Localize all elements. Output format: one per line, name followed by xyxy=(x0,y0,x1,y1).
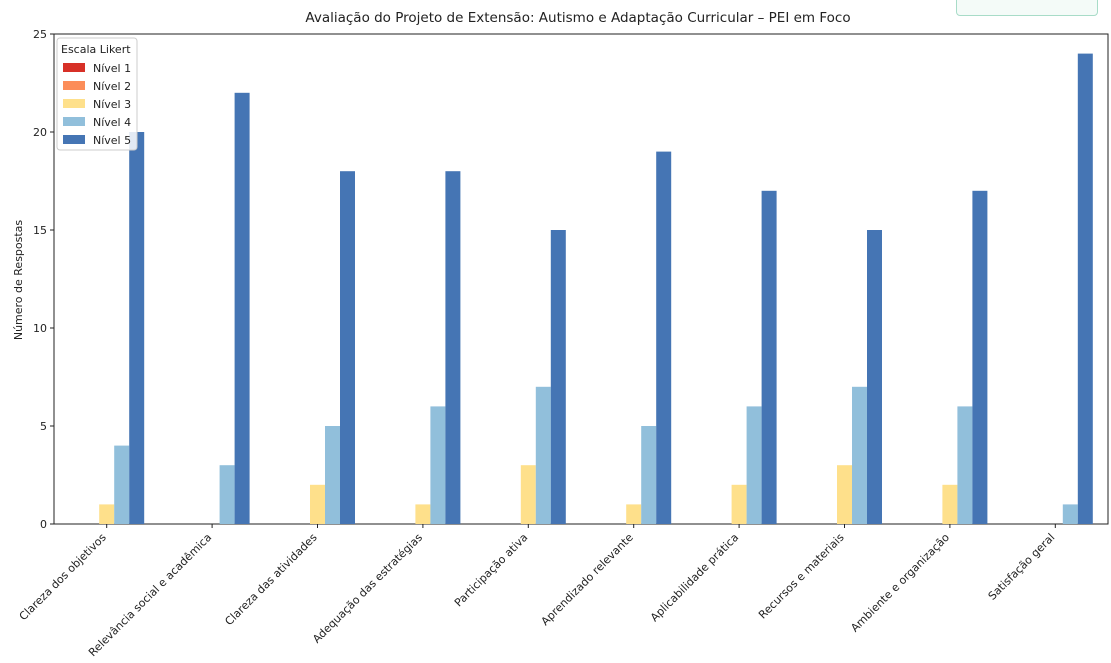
bar-nivel-5 xyxy=(234,92,250,525)
bar-nivel-5 xyxy=(1077,53,1093,524)
legend-swatch xyxy=(63,99,85,108)
legend-swatch xyxy=(63,135,85,144)
y-axis-label: Número de Respostas xyxy=(12,220,25,341)
legend-entry: Nível 4 xyxy=(93,116,131,129)
bar-nivel-4 xyxy=(957,406,973,524)
plot-frame xyxy=(53,33,1109,525)
bar-nivel-5 xyxy=(656,151,672,524)
bar-nivel-4 xyxy=(430,406,446,524)
bar-nivel-5 xyxy=(445,171,461,524)
bar-nivel-5 xyxy=(340,171,355,524)
x-tick-label: Clareza das atividades xyxy=(222,531,319,628)
bar-nivel-3 xyxy=(626,504,642,524)
bar-nivel-3 xyxy=(520,465,536,524)
x-tick-label: Aprendizado relevante xyxy=(539,531,636,628)
plot-area: 0 5 10 15 20 25 Clareza dos objetivosRelevânci… xyxy=(17,28,1109,659)
bar-nivel-5 xyxy=(867,230,882,524)
y-tick-label: 5 xyxy=(40,420,47,433)
x-tick-label: Aplicabilidade prática xyxy=(648,531,741,624)
y-tick-label: 25 xyxy=(33,28,47,41)
x-tick-label: Recursos e materiais xyxy=(756,531,847,622)
bar-nivel-5 xyxy=(129,132,145,524)
x-tick-label: Satisfação geral xyxy=(986,531,1058,603)
legend-swatch xyxy=(63,63,85,72)
bar-nivel-3 xyxy=(731,484,747,524)
x-tick-label: Ambiente e organização xyxy=(848,531,952,635)
bar-nivel-4 xyxy=(219,465,235,524)
legend-entry: Nível 2 xyxy=(93,80,131,93)
y-tick-label: 20 xyxy=(33,126,47,139)
y-tick-label: 15 xyxy=(33,224,47,237)
bar-nivel-3 xyxy=(99,504,115,524)
x-tick-label: Participação ativa xyxy=(452,531,530,609)
bar-nivel-3 xyxy=(942,484,958,524)
decorative-badge xyxy=(956,0,1098,16)
x-tick-label: Clareza dos objetivos xyxy=(17,531,109,623)
bar-nivel-4 xyxy=(852,386,867,524)
bar-nivel-3 xyxy=(310,484,325,524)
legend: Escala Likert Nível 1 Nível 2 Nível 3 Nível … xyxy=(56,37,138,151)
bar-nivel-4 xyxy=(325,426,340,524)
x-tick-label: Relevância social e acadêmica xyxy=(86,531,214,659)
bar-nivel-5 xyxy=(972,190,988,525)
bar-nivel-4 xyxy=(1062,504,1078,524)
legend-title: Escala Likert xyxy=(61,43,131,56)
bar-nivel-5 xyxy=(761,190,777,525)
bar-nivel-4 xyxy=(535,386,551,524)
chart-title: Avaliação do Projeto de Extensão: Autism… xyxy=(305,10,850,26)
legend-entry: Nível 5 xyxy=(93,134,131,147)
bar-nivel-4 xyxy=(746,406,762,524)
legend-entry: Nível 3 xyxy=(93,98,131,111)
bar-nivel-3 xyxy=(837,465,852,524)
x-tick-label: Adequação das estratégias xyxy=(310,531,425,646)
y-tick-label: 10 xyxy=(33,322,47,335)
bar-nivel-4 xyxy=(641,426,657,524)
legend-swatch xyxy=(63,81,85,90)
y-tick-label: 0 xyxy=(40,518,47,531)
legend-entry: Nível 1 xyxy=(93,62,131,75)
legend-swatch xyxy=(63,117,85,126)
bar-nivel-4 xyxy=(114,445,130,524)
bar-nivel-3 xyxy=(415,504,431,524)
bar-nivel-5 xyxy=(550,230,566,524)
